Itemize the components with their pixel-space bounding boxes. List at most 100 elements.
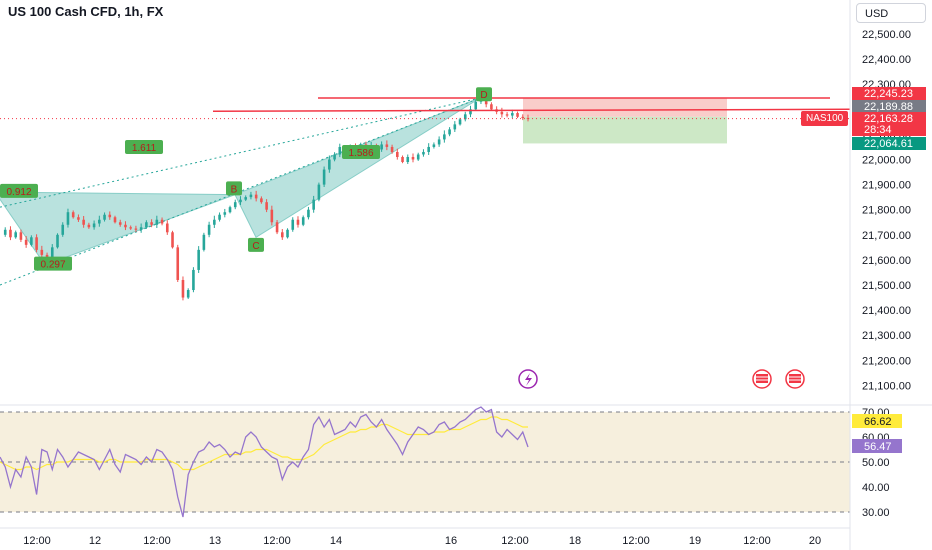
- take-profit-zone[interactable]: [523, 116, 727, 144]
- candle-body: [422, 151, 425, 155]
- rsi-line[interactable]: [0, 406, 529, 518]
- candle-body: [113, 217, 117, 223]
- time-tick-label: 12:00: [143, 535, 171, 547]
- candle-body: [380, 144, 383, 150]
- candle-body: [197, 249, 200, 270]
- candle-body: [463, 114, 467, 120]
- candle-body: [322, 169, 326, 185]
- economic-event-icon[interactable]: [785, 369, 805, 389]
- candle-body: [3, 229, 7, 235]
- rsi-value-tag: [852, 439, 902, 453]
- candle-body: [145, 222, 148, 228]
- candle-body: [469, 109, 472, 115]
- candle-body: [186, 290, 190, 298]
- price-tag-value: 22,163.28: [864, 113, 913, 125]
- candle-body: [40, 249, 44, 255]
- candle-body: [207, 224, 211, 235]
- stop-loss-zone[interactable]: [523, 98, 727, 117]
- pattern-label-box: [342, 144, 380, 159]
- candle-body: [14, 232, 17, 238]
- candle-body: [239, 199, 242, 203]
- candle-body: [176, 247, 180, 280]
- price-tag: [852, 112, 926, 136]
- time-tick-label: 12:00: [263, 535, 291, 547]
- candle-body: [150, 222, 153, 225]
- candle-body: [333, 154, 336, 160]
- candle-body: [165, 223, 169, 233]
- price-tick-label: 22,400.00: [862, 54, 911, 66]
- price-tag: [852, 100, 926, 113]
- candle-body: [228, 207, 232, 213]
- currency-selector[interactable]: USD: [856, 3, 926, 23]
- candle-body: [317, 184, 321, 200]
- candle-body: [437, 139, 441, 145]
- candle-body: [71, 212, 75, 218]
- candle-body: [139, 227, 143, 230]
- candle-body: [280, 232, 284, 238]
- candle-body: [291, 219, 295, 230]
- candle-body: [233, 202, 237, 208]
- price-tick-label: 21,900.00: [862, 180, 911, 192]
- pattern-dotted-ad: [0, 97, 481, 286]
- price-tag-value: 22,064.61: [864, 138, 913, 150]
- candle-body: [56, 234, 59, 248]
- candle-body: [61, 224, 65, 235]
- pattern-label-box: [476, 87, 492, 102]
- candle-body: [50, 247, 54, 260]
- candle-body: [307, 209, 310, 218]
- candle-body: [171, 232, 174, 248]
- time-tick-label: 12:00: [743, 535, 771, 547]
- candle-body: [301, 217, 305, 225]
- candle-body: [275, 222, 279, 233]
- price-tick-label: 21,200.00: [862, 355, 911, 367]
- candle-body: [286, 229, 289, 238]
- candle-body: [103, 214, 106, 220]
- candle-body: [98, 219, 101, 224]
- price-tag-value: 22,189.88: [864, 101, 913, 113]
- candle-body: [192, 269, 195, 291]
- candle-body: [213, 219, 216, 225]
- candle-body: [77, 217, 80, 220]
- lightning-icon[interactable]: [518, 369, 538, 389]
- price-tick-label: 21,100.00: [862, 380, 911, 392]
- candle-body: [453, 124, 457, 130]
- pattern-label: D: [480, 90, 487, 101]
- lightning-icon-bolt: [525, 373, 532, 386]
- candle-body: [218, 214, 221, 220]
- pattern-label-box: [125, 139, 163, 154]
- candle-body: [390, 146, 394, 152]
- price-tick-label: 21,300.00: [862, 330, 911, 342]
- candle-body: [296, 219, 300, 225]
- candle-body: [265, 202, 268, 210]
- economic-event-icon[interactable]: [752, 369, 772, 389]
- price-tag: [852, 137, 926, 150]
- candle-body: [474, 101, 478, 110]
- time-tick-label: 19: [689, 535, 701, 547]
- candle-body: [312, 199, 315, 210]
- candle-body: [416, 154, 420, 160]
- candle-body: [328, 159, 331, 170]
- candle-body: [92, 223, 96, 228]
- flag-icon-body: [789, 374, 801, 383]
- candle-body: [260, 198, 263, 203]
- candle-body: [254, 194, 258, 199]
- candle-body: [432, 144, 436, 147]
- candle-body: [66, 212, 70, 225]
- candle-body: [19, 232, 23, 240]
- price-tick-label: 22,500.00: [862, 29, 911, 41]
- candle-body: [490, 104, 493, 110]
- candle-body: [35, 237, 38, 250]
- candle-body: [505, 114, 509, 116]
- candle-body: [87, 224, 91, 228]
- candle-body: [181, 279, 185, 298]
- time-tick-label: 14: [330, 535, 342, 547]
- pattern-label: C: [252, 241, 259, 252]
- time-tick-label: 12: [89, 535, 101, 547]
- price-tag-value: 22,245.23: [864, 88, 913, 100]
- resistance-line-lower[interactable]: [212, 108, 850, 113]
- pattern-label: B: [231, 184, 238, 195]
- candle-body: [24, 239, 28, 245]
- price-tick-label: 21,600.00: [862, 255, 911, 267]
- candle-body: [82, 219, 85, 225]
